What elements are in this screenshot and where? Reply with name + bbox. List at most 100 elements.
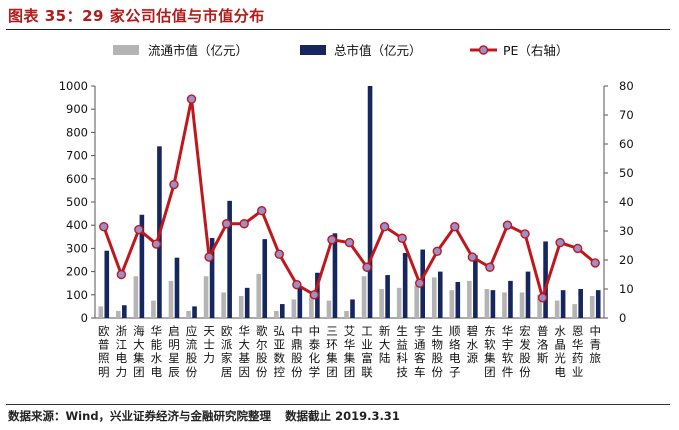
total-bar: [385, 275, 390, 318]
pe-marker: [450, 221, 460, 232]
x-tick-label: 启明星辰: [168, 324, 180, 379]
pe-marker: [379, 221, 390, 232]
chart-title: 图表 35：29 家公司估值与市值分布: [8, 7, 265, 25]
float-bar: [256, 273, 262, 318]
chart: 0 100 200 300 400 500 600 700 800 900 1000 0 10 20 30 4…: [59, 43, 634, 379]
float-bar: [554, 300, 560, 318]
source-note: 数据来源：Wind，兴业证券经济与金融研究院整理 数据截止 2019.3.31: [8, 408, 410, 424]
right-tick-label: 80: [619, 79, 634, 93]
source-text: 数据来源：Wind，兴业证券经济与金融研究院整理: [8, 409, 272, 423]
float-bar: [133, 276, 139, 318]
float-bar: [396, 287, 402, 318]
total-bar: [490, 290, 496, 318]
pe-marker: [415, 278, 425, 288]
float-bar: [309, 294, 314, 318]
total-bar: [525, 271, 531, 318]
float-bar: [589, 295, 595, 318]
left-tick-label: 400: [66, 218, 88, 232]
float-bar: [484, 289, 490, 318]
x-tick-label: 华能水电: [151, 324, 163, 379]
legend-total-swatch: [300, 45, 326, 55]
x-tick-label: 天士力: [203, 324, 215, 365]
title-divider: [6, 29, 670, 30]
left-tick-label: 600: [66, 172, 88, 186]
total-bar: [332, 233, 338, 318]
x-tick-label: 工业富联: [361, 324, 373, 379]
x-tick-label: 生物股份: [432, 324, 444, 379]
pe-marker: [467, 252, 478, 262]
x-tick-label: 浙江电力: [116, 324, 128, 379]
pe-marker: [520, 229, 530, 239]
pe-marker: [292, 279, 302, 290]
pe-marker: [99, 221, 109, 232]
legend-float-swatch: [113, 45, 139, 55]
pe-marker: [432, 246, 442, 257]
pe-marker: [274, 249, 284, 259]
x-tick-label: 碧水源: [467, 324, 479, 365]
x-tick-label: 三环集团: [326, 324, 338, 379]
pe-marker: [555, 237, 565, 248]
total-bar: [192, 306, 197, 318]
pe-marker: [327, 234, 337, 245]
x-tick-label: 中泰化学: [309, 324, 321, 379]
x-tick-label: 恩华药业: [572, 324, 584, 379]
x-tick-label: 普洛斯: [537, 324, 549, 365]
float-bar: [116, 311, 121, 318]
total-bar: [174, 257, 180, 318]
total-bar: [350, 299, 355, 318]
float-bar: [273, 311, 279, 318]
pe-marker: [309, 290, 320, 300]
pe-marker: [572, 243, 583, 254]
x-tick-label: 华大基因: [238, 324, 250, 379]
right-tick-label: 30: [619, 224, 634, 238]
float-bar: [449, 290, 455, 318]
pe-marker: [134, 224, 144, 235]
left-tick-label: 700: [66, 149, 88, 163]
x-tick-labels: 欧普照明浙江电力海大集团华能水电启明星辰应流股份天士力欧派家居华大基因歌尔股份弘…: [98, 324, 601, 379]
float-bar: [221, 292, 226, 318]
x-tick-label: 弘亚数控: [274, 324, 286, 379]
x-tick-label: 应流股份: [186, 324, 198, 379]
float-bar: [414, 285, 420, 318]
x-tick-label: 中青旅: [589, 324, 601, 365]
right-tick-label: 70: [619, 108, 634, 122]
total-bar: [473, 255, 478, 318]
total-bar: [402, 253, 408, 318]
total-bar: [279, 304, 285, 318]
pe-marker: [485, 262, 495, 272]
total-bar: [367, 86, 373, 318]
float-bar: [344, 311, 349, 318]
left-tick-label: 500: [66, 195, 88, 209]
pe-marker: [221, 219, 232, 229]
float-bars: [98, 273, 595, 318]
x-tick-label: 华宇软件: [502, 324, 514, 379]
float-bar: [572, 304, 577, 318]
pe-marker: [169, 179, 179, 190]
total-bar: [543, 241, 548, 318]
total-bar: [578, 289, 583, 318]
float-bar: [431, 277, 437, 318]
x-tick-label: 生益科技: [396, 324, 408, 379]
x-tick-label: 海大集团: [133, 324, 145, 379]
left-tick-label: 1000: [59, 79, 88, 93]
right-tick-label: 40: [619, 195, 634, 209]
total-bar: [437, 271, 443, 318]
float-bar: [467, 280, 472, 318]
pe-marker: [204, 252, 214, 262]
float-bar: [151, 300, 156, 318]
pe-marker: [239, 219, 249, 229]
left-tick-label: 0: [81, 311, 88, 325]
right-tick-label: 50: [619, 166, 634, 180]
float-bar: [519, 292, 525, 318]
left-tick-label: 900: [66, 102, 88, 116]
total-bar: [560, 290, 566, 318]
float-bar: [361, 276, 367, 318]
x-tick-label: 水晶光电: [554, 324, 566, 379]
pe-line-series: [99, 94, 600, 303]
footer-divider: [6, 404, 670, 405]
x-tick-label: 中鼎股份: [291, 324, 303, 379]
x-tick-label: 宇通客车: [414, 324, 426, 379]
total-bar: [595, 290, 601, 318]
left-tick-label: 100: [66, 288, 88, 302]
right-tick-label: 20: [619, 253, 634, 267]
